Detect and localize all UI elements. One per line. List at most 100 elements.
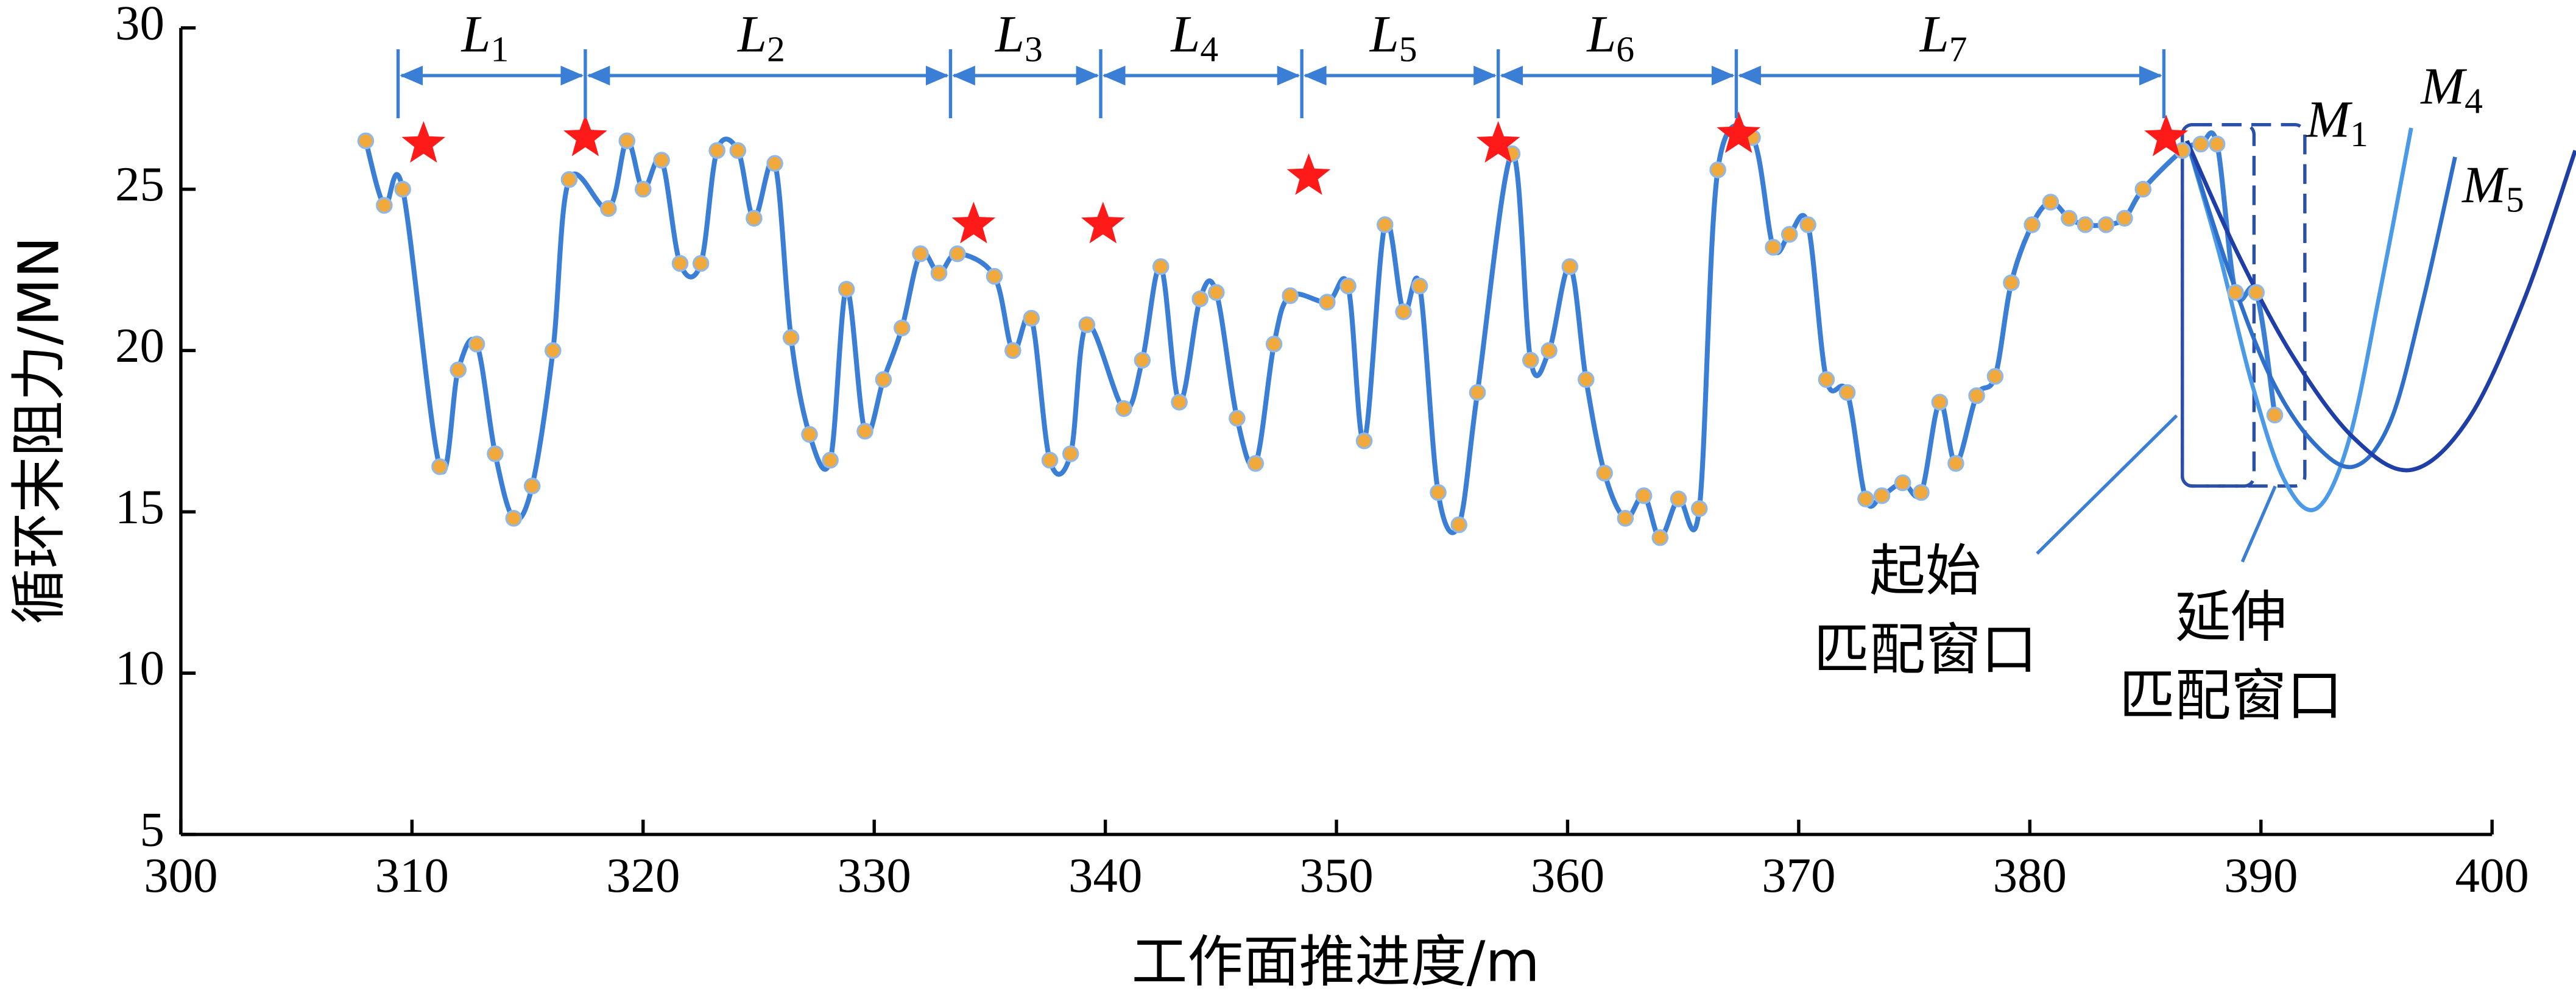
data-point <box>949 245 966 263</box>
data-point <box>2208 135 2226 153</box>
data-point <box>545 342 562 359</box>
x-tick-label: 320 <box>606 849 680 903</box>
data-point <box>1947 455 1964 472</box>
arrow-head <box>1712 65 1735 86</box>
data-point <box>782 329 800 347</box>
data-point <box>357 132 375 149</box>
data-point <box>1799 216 1816 233</box>
x-tick-label: 360 <box>1531 849 1604 903</box>
interval-label: L4 <box>1170 5 1218 69</box>
data-point <box>505 510 523 527</box>
data-point <box>2077 216 2094 233</box>
data-point <box>2266 406 2284 424</box>
data-point <box>1411 277 1428 295</box>
data-point <box>708 142 725 159</box>
match-window <box>2181 123 2256 488</box>
data-point <box>1578 371 1595 388</box>
data-point <box>1078 316 1096 333</box>
data-point <box>1691 500 1708 517</box>
data-point <box>1376 216 1394 233</box>
leader-line <box>2240 485 2277 563</box>
y-tick-label: 25 <box>115 157 164 211</box>
data-point <box>1617 510 1634 527</box>
data-point <box>2024 216 2041 233</box>
data-point <box>2192 135 2209 153</box>
data-point <box>1838 384 1856 401</box>
x-tick-label: 400 <box>2455 849 2529 903</box>
data-point <box>2061 210 2078 227</box>
interval-label: L5 <box>1369 5 1417 69</box>
arrow-head <box>1277 65 1300 86</box>
data-point <box>1395 303 1412 320</box>
data-point <box>1229 409 1246 427</box>
data-point <box>1540 342 1558 359</box>
series-line <box>2185 139 2576 473</box>
series-line <box>2185 140 2457 470</box>
data-point <box>1023 309 1040 327</box>
data-point <box>671 255 689 272</box>
x-tick-label: 310 <box>375 849 449 903</box>
data-point <box>1450 516 1467 534</box>
interval-label: L6 <box>1586 5 1634 69</box>
data-point <box>2003 274 2020 292</box>
data-point <box>560 171 578 188</box>
data-point <box>856 423 873 440</box>
arrow-head <box>560 65 584 86</box>
arrow-head <box>1473 65 1497 86</box>
series-line <box>363 122 2278 540</box>
arrow-head <box>400 65 423 86</box>
x-tick-label: 380 <box>1993 849 2067 903</box>
data-point <box>1857 490 1874 507</box>
star-marker <box>401 121 446 163</box>
y-tick-label: 5 <box>139 802 164 856</box>
data-point <box>1635 487 1653 504</box>
window-label: 起始 <box>1869 538 1981 604</box>
data-point <box>1561 258 1579 275</box>
data-point <box>1670 490 1687 507</box>
data-point <box>2248 284 2265 301</box>
star-marker <box>563 115 607 157</box>
data-point <box>1152 258 1170 275</box>
curve-label: M5 <box>2461 155 2524 219</box>
star-marker <box>951 202 996 244</box>
interval-label: L2 <box>736 5 785 69</box>
y-tick-label: 30 <box>115 0 164 50</box>
data-point <box>766 155 783 172</box>
data-point <box>1968 387 1985 404</box>
curve-label: M4 <box>2419 57 2483 121</box>
series-line <box>2185 127 2413 512</box>
data-point <box>1931 393 1949 411</box>
data-point <box>1818 371 1835 388</box>
data-point <box>450 361 467 379</box>
data-point <box>523 478 541 495</box>
data-point <box>2116 210 2133 227</box>
star-marker <box>1476 121 1520 163</box>
interval-label: L1 <box>461 5 509 69</box>
window-label: 延伸 <box>2175 584 2287 649</box>
y-tick-label: 20 <box>115 319 164 373</box>
y-axis-label: 循环末阻力/MN <box>6 236 71 624</box>
arrow-head <box>1076 65 1099 86</box>
data-point <box>1913 484 1930 501</box>
data-point <box>986 267 1003 285</box>
star-marker <box>1717 111 1761 153</box>
data-point <box>1596 464 1613 482</box>
data-point <box>1134 351 1151 369</box>
x-tick-label: 370 <box>1762 849 1835 903</box>
arrow-head <box>1102 65 1126 86</box>
data-point <box>635 180 652 198</box>
curve-label: M1 <box>2305 90 2368 153</box>
data-point <box>1265 336 1283 353</box>
data-point <box>930 264 948 282</box>
data-point <box>2097 216 2115 233</box>
data-point <box>1355 432 1373 450</box>
data-point <box>653 152 670 169</box>
data-point <box>2042 194 2059 211</box>
data-point <box>1651 529 1669 546</box>
x-tick-label: 300 <box>144 849 217 903</box>
arrow-head <box>925 65 949 86</box>
arrow-head <box>952 65 975 86</box>
window-label: 匹配窗口 <box>1813 617 2037 682</box>
x-tick-label: 330 <box>838 849 911 903</box>
